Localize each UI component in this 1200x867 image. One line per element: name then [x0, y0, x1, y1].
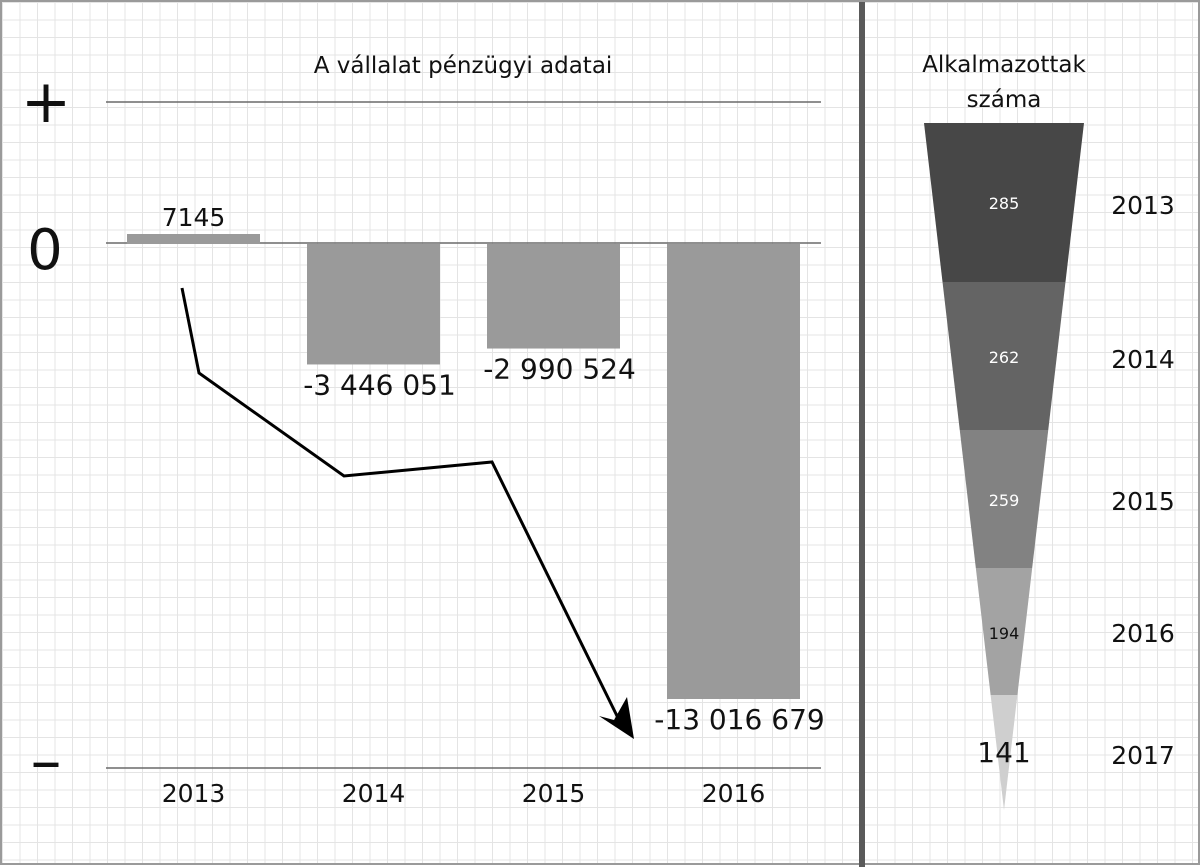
funnel-value-label-2017: 141	[977, 736, 1030, 769]
funnel-segment-2013	[924, 123, 1084, 282]
funnel-segment-2017	[990, 695, 1018, 810]
employees-chart-title-line2: száma	[967, 87, 1042, 113]
employees-chart-title-line1: Alkalmazottak	[922, 52, 1086, 78]
funnel-year-label-2015: 2015	[1111, 487, 1175, 516]
funnel-segment-2014	[942, 282, 1066, 430]
funnel-year-label-2013: 2013	[1111, 191, 1175, 220]
funnel-group: 285 2013 262 2014 259 2015 194 2016 141 2017	[924, 123, 1175, 810]
bar-2015	[487, 244, 620, 349]
x-tick-label-2015: 2015	[522, 779, 586, 808]
bar-value-label-2016: -13 016 679	[654, 703, 824, 736]
bar-2016	[667, 244, 800, 699]
x-tick-label-2016: 2016	[702, 779, 766, 808]
funnel-segment-2016	[975, 568, 1033, 695]
bar-value-label-2014: -3 446 051	[303, 368, 456, 401]
funnel-value-label-2013: 285	[989, 194, 1020, 213]
funnel-value-label-2015: 259	[989, 491, 1020, 510]
funnel-segment-2015	[959, 430, 1049, 568]
funnel-value-label-2016: 194	[989, 624, 1020, 643]
bar-value-label-2013: 7145	[162, 203, 226, 232]
bar-2014	[307, 244, 440, 365]
funnel-year-label-2016: 2016	[1111, 619, 1175, 648]
bar-2013	[127, 234, 260, 244]
chart-divider	[859, 2, 865, 867]
x-tick-label-2013: 2013	[162, 779, 226, 808]
zero-marker: 0	[27, 218, 63, 283]
funnel-year-label-2014: 2014	[1111, 345, 1175, 374]
finance-chart-title: A vállalat pénzügyi adatai	[314, 53, 613, 79]
trend-arrow-head	[599, 697, 634, 739]
plus-marker: +	[21, 67, 71, 137]
bars-group: 7145 2013 -3 446 051 2014 -2 990 524 2015 -13 …	[127, 203, 825, 808]
funnel-value-label-2014: 262	[989, 348, 1020, 367]
minus-marker: –	[31, 724, 62, 797]
x-tick-label-2014: 2014	[342, 779, 406, 808]
bar-value-label-2015: -2 990 524	[483, 353, 636, 386]
trend-arrow-line	[180, 287, 623, 725]
funnel-year-label-2017: 2017	[1111, 741, 1175, 770]
